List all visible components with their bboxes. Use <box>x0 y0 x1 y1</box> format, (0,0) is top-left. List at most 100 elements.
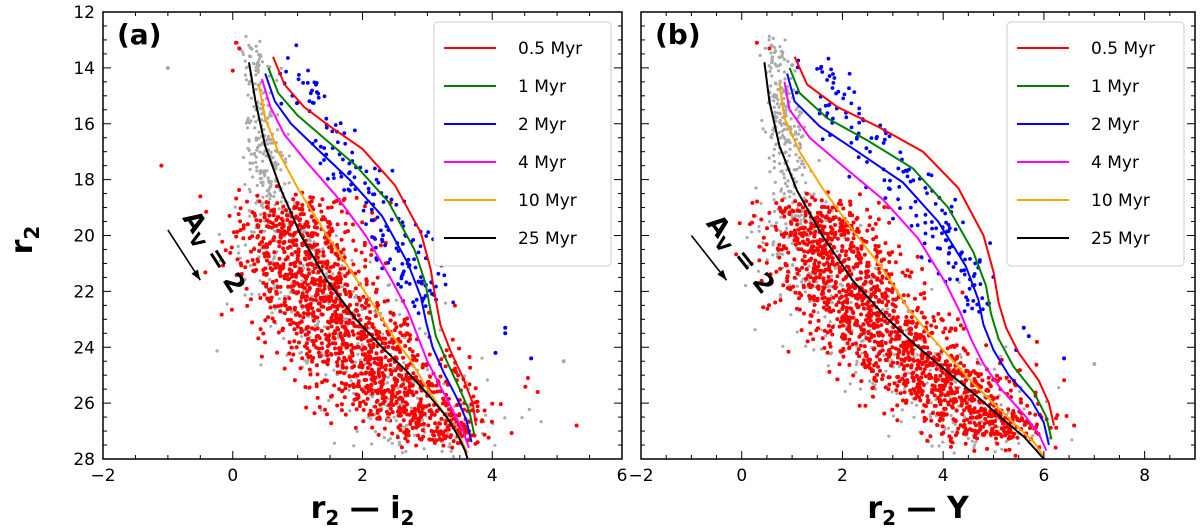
star-point <box>396 249 401 253</box>
star-point <box>1007 447 1012 452</box>
star-point <box>308 372 313 377</box>
star-point <box>936 395 941 400</box>
star-point <box>331 272 335 276</box>
star-point <box>295 201 300 205</box>
star-point <box>943 393 948 398</box>
star-point <box>945 346 950 351</box>
star-point <box>257 242 262 247</box>
star-point <box>375 258 379 262</box>
star-point <box>320 279 325 284</box>
star-point <box>873 266 878 270</box>
star-point <box>333 123 338 127</box>
star-point <box>300 206 304 211</box>
star-point <box>370 322 375 327</box>
star-point <box>270 268 275 273</box>
x-tick-label: 8 <box>1139 466 1150 486</box>
star-point <box>280 210 285 215</box>
star-point <box>942 398 947 403</box>
star-point <box>307 99 312 104</box>
star-point <box>973 423 978 428</box>
star-point <box>225 302 229 306</box>
star-point <box>287 296 292 301</box>
star-point <box>782 121 786 126</box>
star-point <box>427 409 432 413</box>
star-point <box>930 363 935 368</box>
star-point <box>327 296 331 301</box>
star-point <box>282 300 287 304</box>
star-point <box>249 249 253 254</box>
star-point <box>860 351 864 355</box>
star-point <box>902 349 907 354</box>
star-point <box>257 52 261 57</box>
star-point <box>797 113 802 117</box>
star-point <box>392 346 397 351</box>
star-point <box>245 199 249 204</box>
star-point <box>893 346 898 351</box>
star-point <box>262 229 267 233</box>
star-point <box>420 404 425 409</box>
star-point <box>827 369 832 374</box>
star-point <box>857 192 862 197</box>
star-point <box>795 330 799 334</box>
star-point <box>771 153 776 158</box>
star-point <box>767 46 772 51</box>
star-point <box>390 410 395 415</box>
star-point <box>804 181 808 185</box>
star-point <box>428 374 433 379</box>
star-point <box>364 222 368 227</box>
star-point <box>796 214 800 218</box>
star-point <box>761 235 766 240</box>
star-point <box>329 421 334 426</box>
star-point <box>737 221 742 226</box>
star-point <box>851 311 856 315</box>
star-point <box>817 223 822 228</box>
star-point <box>779 49 784 54</box>
star-point <box>924 417 928 422</box>
star-point <box>851 220 856 225</box>
star-point <box>871 237 876 242</box>
star-point <box>316 91 321 96</box>
star-point <box>822 346 827 350</box>
star-point <box>373 430 378 434</box>
star-point <box>411 238 416 242</box>
star-point <box>953 261 958 266</box>
star-point <box>335 360 339 365</box>
star-point <box>949 436 953 441</box>
star-point <box>865 228 870 233</box>
star-point <box>238 219 243 224</box>
star-point <box>772 166 776 170</box>
star-point <box>398 330 403 335</box>
star-point <box>847 292 852 297</box>
star-point <box>940 352 944 356</box>
star-point <box>813 258 818 263</box>
star-point <box>841 277 846 282</box>
star-point <box>822 295 827 300</box>
star-point <box>312 266 317 271</box>
star-point <box>776 247 781 252</box>
star-point <box>300 203 305 207</box>
star-point <box>797 296 801 301</box>
star-point <box>367 190 371 195</box>
star-point <box>503 416 507 420</box>
star-point <box>343 230 348 235</box>
star-point <box>342 395 347 400</box>
star-point <box>397 440 401 444</box>
star-point <box>929 375 934 380</box>
isochrone-4-Myr <box>260 78 470 449</box>
star-point <box>876 244 881 249</box>
star-point <box>796 132 801 136</box>
star-point <box>400 397 405 402</box>
star-point <box>296 253 301 258</box>
star-point <box>412 433 417 437</box>
star-point <box>923 374 928 379</box>
star-point <box>250 320 255 325</box>
star-point <box>949 398 953 403</box>
star-point <box>939 317 944 322</box>
star-point <box>389 372 394 377</box>
star-point <box>248 167 252 171</box>
star-point <box>383 363 388 368</box>
star-point <box>793 290 798 295</box>
star-point <box>845 300 850 305</box>
star-point <box>371 341 376 346</box>
star-point <box>897 334 902 339</box>
